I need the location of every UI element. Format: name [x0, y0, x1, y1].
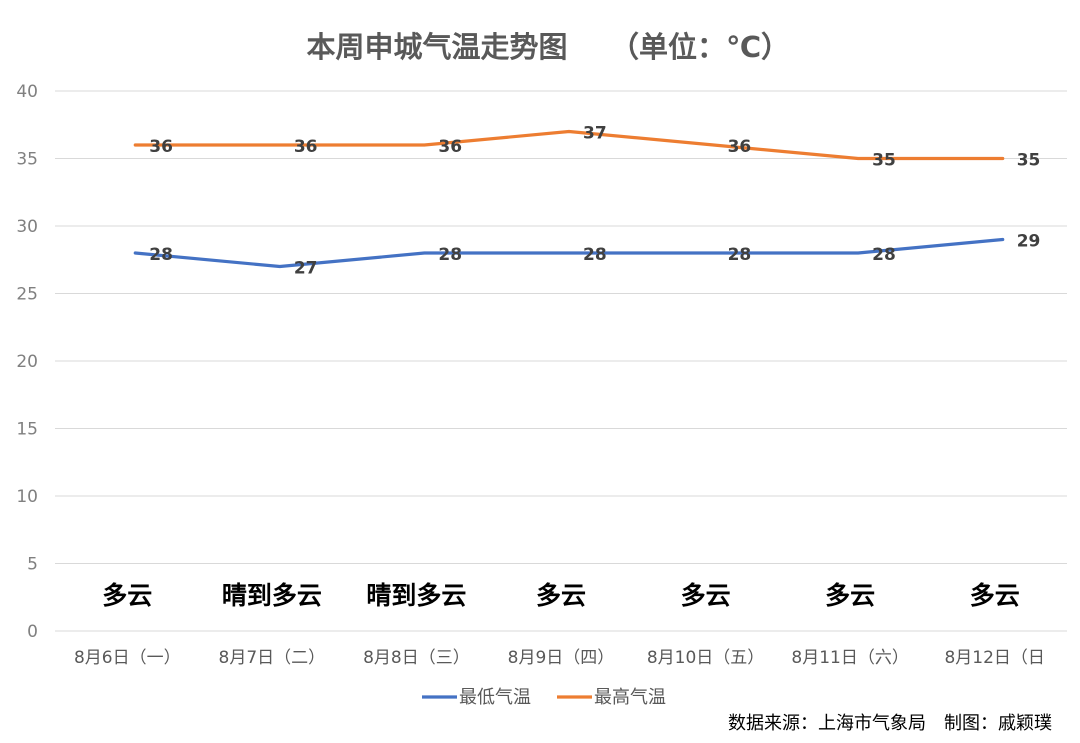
y-tick-label: 10	[16, 487, 38, 507]
chart-title: 本周申城气温走势图 （单位：℃）	[306, 30, 790, 64]
y-axis-ticks: 0 5 10 15 20 25 30 35 40	[16, 82, 38, 642]
y-tick-label: 5	[27, 555, 38, 575]
data-label: 28	[438, 245, 462, 265]
x-tick-label: 8月11日（六）	[791, 648, 908, 668]
x-tick-label: 8月12日（日	[944, 648, 1044, 668]
y-tick-label: 35	[16, 150, 38, 170]
x-tick-label: 8月8日（三）	[363, 648, 470, 668]
y-tick-label: 25	[16, 285, 38, 305]
data-label: 28	[149, 245, 173, 265]
data-label: 36	[728, 137, 752, 157]
data-label: 35	[1017, 151, 1041, 171]
weather-label: 晴到多云	[222, 581, 322, 610]
y-tick-label: 15	[16, 420, 38, 440]
data-label: 35	[872, 151, 896, 171]
series-lines	[133, 129, 1005, 269]
y-tick-label: 0	[27, 622, 38, 642]
chart-title-text: 本周申城气温走势图	[306, 30, 567, 64]
weather-label: 多云	[681, 581, 731, 610]
weather-label: 多云	[970, 581, 1020, 610]
data-label: 37	[583, 124, 607, 144]
legend-label: 最低气温	[459, 687, 531, 708]
weather-label: 多云	[102, 581, 152, 610]
data-label: 36	[149, 137, 173, 157]
x-axis-ticks: 8月6日（一） 8月7日（二） 8月8日（三） 8月9日（四） 8月10日（五） 8月11…	[74, 648, 1045, 668]
data-label: 28	[872, 245, 896, 265]
y-tick-label: 20	[16, 352, 38, 372]
gridlines	[55, 90, 1067, 632]
x-tick-label: 8月9日（四）	[508, 648, 615, 668]
data-label: 29	[1017, 232, 1041, 252]
data-label: 28	[728, 245, 752, 265]
legend: 最低气温 最高气温	[422, 687, 666, 708]
data-label: 27	[294, 259, 318, 279]
weather-label: 多云	[825, 581, 875, 610]
legend-label: 最高气温	[594, 687, 666, 708]
chart-title-unit: （单位：℃）	[610, 30, 790, 64]
data-label: 28	[583, 245, 607, 265]
x-tick-label: 8月10日（五）	[647, 648, 764, 668]
y-tick-label: 30	[16, 217, 38, 237]
x-tick-label: 8月6日（一）	[74, 648, 181, 668]
weather-label: 多云	[536, 581, 586, 610]
data-label: 36	[438, 137, 462, 157]
y-tick-label: 40	[16, 82, 38, 102]
source-credit: 数据来源：上海市气象局 制图：戚颖璞	[728, 713, 1052, 734]
weather-label: 晴到多云	[366, 581, 466, 610]
data-labels: 28 27 28 28 28 28 29 36 36 36 37 36 35 35	[149, 124, 1040, 279]
x-tick-label: 8月7日（二）	[219, 648, 326, 668]
data-label: 36	[294, 137, 318, 157]
weather-labels: 多云 晴到多云 晴到多云 多云 多云 多云 多云	[102, 581, 1019, 610]
